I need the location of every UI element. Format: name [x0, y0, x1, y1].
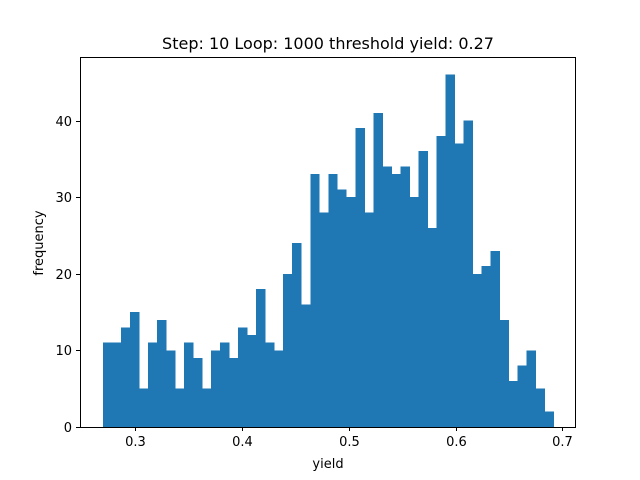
histogram-bar — [229, 358, 239, 427]
histogram-bar — [157, 319, 167, 427]
histogram-bar — [220, 342, 230, 427]
histogram-bar — [454, 143, 464, 427]
histogram-bar — [463, 120, 473, 427]
y-tick-label: 0 — [64, 421, 72, 436]
y-ticks-group: 0 10 20 30 40 — [55, 115, 80, 436]
histogram-bar — [400, 166, 410, 428]
histogram-bar — [120, 327, 131, 427]
histogram-bar — [472, 273, 482, 427]
histogram-bar — [256, 289, 266, 427]
histogram-bar — [373, 112, 383, 428]
histogram-bar — [274, 350, 284, 427]
histogram-bar — [355, 128, 365, 428]
histogram-bar — [409, 197, 419, 427]
histogram-bar — [346, 197, 356, 427]
histogram-bar — [517, 365, 528, 427]
y-tick-label: 20 — [55, 268, 72, 283]
histogram-bar — [102, 342, 113, 427]
histogram-bar — [499, 319, 509, 427]
histogram-bar — [301, 304, 311, 427]
histogram-bar — [310, 174, 320, 427]
histogram-bar — [508, 381, 518, 427]
bars-group — [102, 74, 555, 428]
histogram-bar — [238, 327, 248, 427]
histogram-bar — [111, 342, 122, 427]
histogram-bar — [175, 388, 185, 427]
y-tick-label: 10 — [55, 344, 72, 359]
histogram-bar — [364, 212, 374, 427]
histogram-bar — [292, 243, 302, 427]
histogram-bar — [481, 266, 491, 427]
histogram-bar — [148, 342, 158, 427]
x-tick-label: 0.4 — [232, 435, 253, 450]
histogram-bar — [129, 312, 140, 427]
y-tick-label: 30 — [55, 191, 72, 206]
histogram-bar — [535, 388, 546, 427]
histogram-bar — [166, 350, 176, 427]
histogram-bar — [526, 350, 537, 427]
y-tick-label: 40 — [55, 115, 72, 130]
histogram-bar — [265, 342, 275, 427]
x-tick-label: 0.3 — [125, 435, 146, 450]
histogram-bar — [283, 273, 293, 427]
histogram-bar — [391, 174, 401, 427]
x-tick-label: 0.5 — [339, 435, 360, 450]
histogram-bar — [490, 250, 500, 427]
histogram-bar — [247, 335, 257, 427]
histogram-bar — [337, 189, 347, 427]
y-axis-label: frequency — [32, 210, 47, 276]
x-axis-label: yield — [312, 457, 343, 472]
x-ticks-group: 0.3 0.4 0.5 0.6 0.7 — [125, 427, 573, 450]
histogram-bar — [202, 388, 212, 427]
histogram-bar — [445, 74, 455, 428]
histogram-bar — [382, 166, 392, 428]
histogram-bar — [427, 227, 437, 427]
chart-title: Step: 10 Loop: 1000 threshold yield: 0.2… — [162, 34, 494, 53]
histogram-bar — [436, 135, 446, 427]
x-tick-label: 0.6 — [446, 435, 467, 450]
histogram-bar — [544, 411, 555, 427]
plot-frame — [80, 57, 576, 428]
histogram-bar — [138, 388, 149, 427]
x-tick-label: 0.7 — [552, 435, 573, 450]
histogram-bar — [328, 174, 338, 427]
histogram-bar — [184, 342, 194, 427]
histogram-bar — [211, 350, 221, 427]
histogram-bar — [193, 358, 203, 427]
histogram-bar — [418, 151, 428, 427]
histogram-bar — [319, 212, 329, 427]
